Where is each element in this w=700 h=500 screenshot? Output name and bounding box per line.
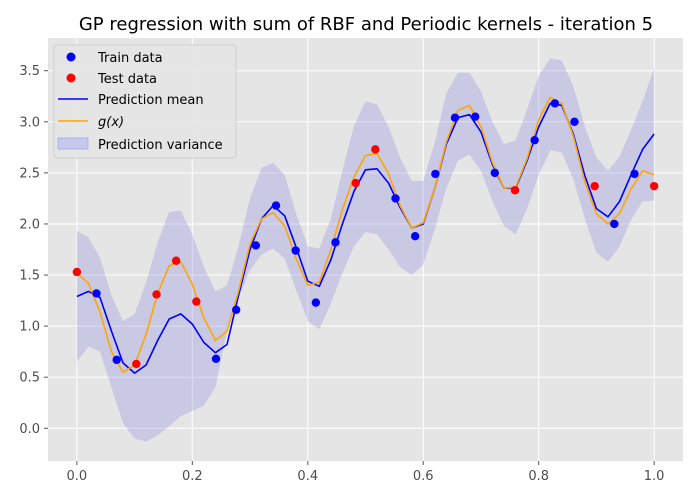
y-tick-label: 0.5 <box>19 371 40 386</box>
train-point <box>490 168 500 178</box>
test-point <box>132 359 141 369</box>
test-point <box>171 256 181 265</box>
train-point <box>211 354 221 364</box>
train-point <box>530 135 539 145</box>
train-point <box>431 169 440 179</box>
test-point <box>510 186 520 195</box>
train-point <box>271 201 281 210</box>
train-point <box>570 117 579 126</box>
legend-g-label: g(x) <box>98 115 124 130</box>
chart-title: GP regression with sum of RBF and Period… <box>79 14 653 35</box>
x-tick-label: 1.0 <box>644 469 665 484</box>
legend-train-marker <box>66 52 76 62</box>
train-point <box>112 355 121 365</box>
test-point <box>351 178 360 188</box>
y-tick-label: 1.5 <box>19 269 40 284</box>
legend-mean-label: Prediction mean <box>98 93 204 108</box>
test-point <box>590 181 599 191</box>
train-point <box>251 241 261 250</box>
points-layer <box>72 99 659 369</box>
test-point <box>649 181 659 191</box>
legend-variance-label: Prediction variance <box>98 138 223 153</box>
train-point <box>331 238 340 247</box>
train-point <box>410 232 420 241</box>
x-tick-label: 0.4 <box>297 469 318 484</box>
y-tick-label: 2.0 <box>19 217 40 232</box>
x-tick-labels: 0.0 0.2 0.4 0.6 0.8 1.0 <box>67 461 665 484</box>
test-point <box>192 297 201 306</box>
train-point <box>470 112 480 121</box>
variance-band <box>76 58 655 442</box>
y-tick-label: 1.0 <box>19 320 40 335</box>
legend-box <box>53 44 237 159</box>
train-point <box>92 289 101 298</box>
test-point <box>371 145 380 154</box>
test-point <box>72 267 82 277</box>
train-point <box>231 305 241 314</box>
legend-test-marker <box>66 73 76 83</box>
y-tick-label: 3.0 <box>19 115 40 130</box>
train-point <box>610 219 619 229</box>
legend: Train data Test data Prediction mean g(x… <box>53 44 237 159</box>
y-tick-label: 2.5 <box>19 166 40 181</box>
train-point <box>291 246 300 255</box>
grid-lines <box>48 38 683 461</box>
x-tick-label: 0.8 <box>528 469 549 484</box>
x-tick-label: 0.6 <box>413 469 434 484</box>
train-point <box>311 298 321 307</box>
train-point <box>630 169 639 179</box>
train-point <box>450 113 460 122</box>
x-tick-label: 0.0 <box>67 469 88 484</box>
y-tick-labels: 0.0 0.5 1.0 1.5 2.0 2.5 3.0 3.5 <box>19 64 48 437</box>
y-tick-label: 3.5 <box>19 64 40 79</box>
variance-band-layer <box>76 58 655 442</box>
train-point <box>391 194 400 203</box>
x-tick-label: 0.2 <box>182 469 203 484</box>
test-point <box>152 290 161 299</box>
train-point <box>550 99 560 108</box>
y-tick-label: 0.0 <box>19 422 40 437</box>
legend-train-label: Train data <box>97 51 163 66</box>
legend-test-label: Test data <box>97 72 157 87</box>
legend-variance-swatch <box>57 137 89 150</box>
